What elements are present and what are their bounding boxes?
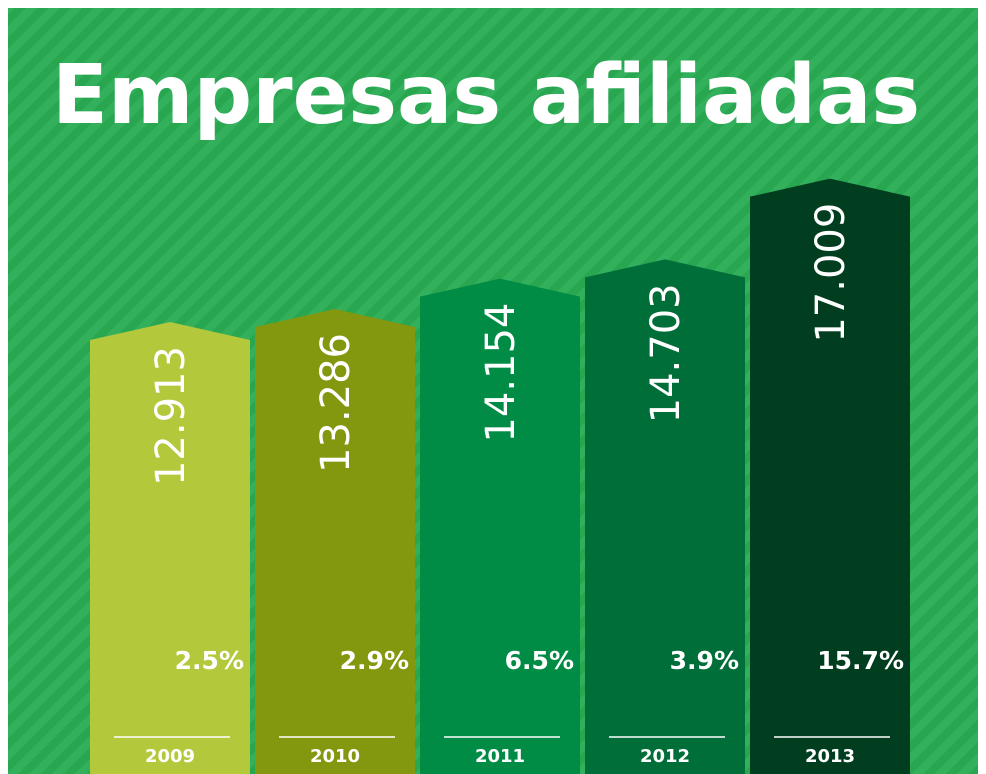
- bar: [420, 278, 580, 774]
- growth-label: 3.9%: [670, 646, 739, 675]
- bar: [255, 308, 415, 774]
- value-label: 14.703: [643, 283, 689, 423]
- x-tick-label: 2012: [640, 746, 690, 767]
- growth-label: 15.7%: [817, 646, 904, 675]
- x-tick-label: 2013: [805, 746, 855, 767]
- x-tick-label: 2009: [145, 746, 195, 767]
- x-tick-label: 2010: [310, 746, 360, 767]
- growth-label: 2.5%: [175, 646, 244, 675]
- bar: [750, 178, 910, 774]
- bar: [585, 259, 745, 774]
- growth-label: 2.9%: [340, 646, 409, 675]
- value-label: 13.286: [313, 333, 359, 473]
- bar: [90, 322, 250, 774]
- growth-label: 6.5%: [505, 646, 574, 675]
- value-label: 17.009: [808, 203, 854, 343]
- value-label: 14.154: [478, 303, 524, 443]
- chart-title: Empresas afiliadas: [52, 48, 920, 143]
- x-tick-label: 2011: [475, 746, 525, 767]
- value-label: 12.913: [148, 346, 194, 486]
